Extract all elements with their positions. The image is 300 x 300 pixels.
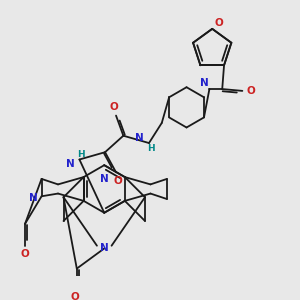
Text: H: H: [77, 149, 85, 158]
Text: O: O: [70, 292, 79, 300]
Text: O: O: [246, 86, 255, 96]
Text: N: N: [100, 174, 109, 184]
Text: O: O: [110, 102, 118, 112]
Text: H: H: [147, 144, 154, 153]
Text: N: N: [29, 193, 38, 203]
Text: N: N: [200, 78, 208, 88]
Text: N: N: [66, 159, 75, 169]
Text: N: N: [135, 134, 144, 143]
Text: N: N: [100, 243, 109, 254]
Text: O: O: [214, 18, 223, 28]
Text: O: O: [113, 176, 122, 186]
Text: O: O: [21, 249, 29, 259]
